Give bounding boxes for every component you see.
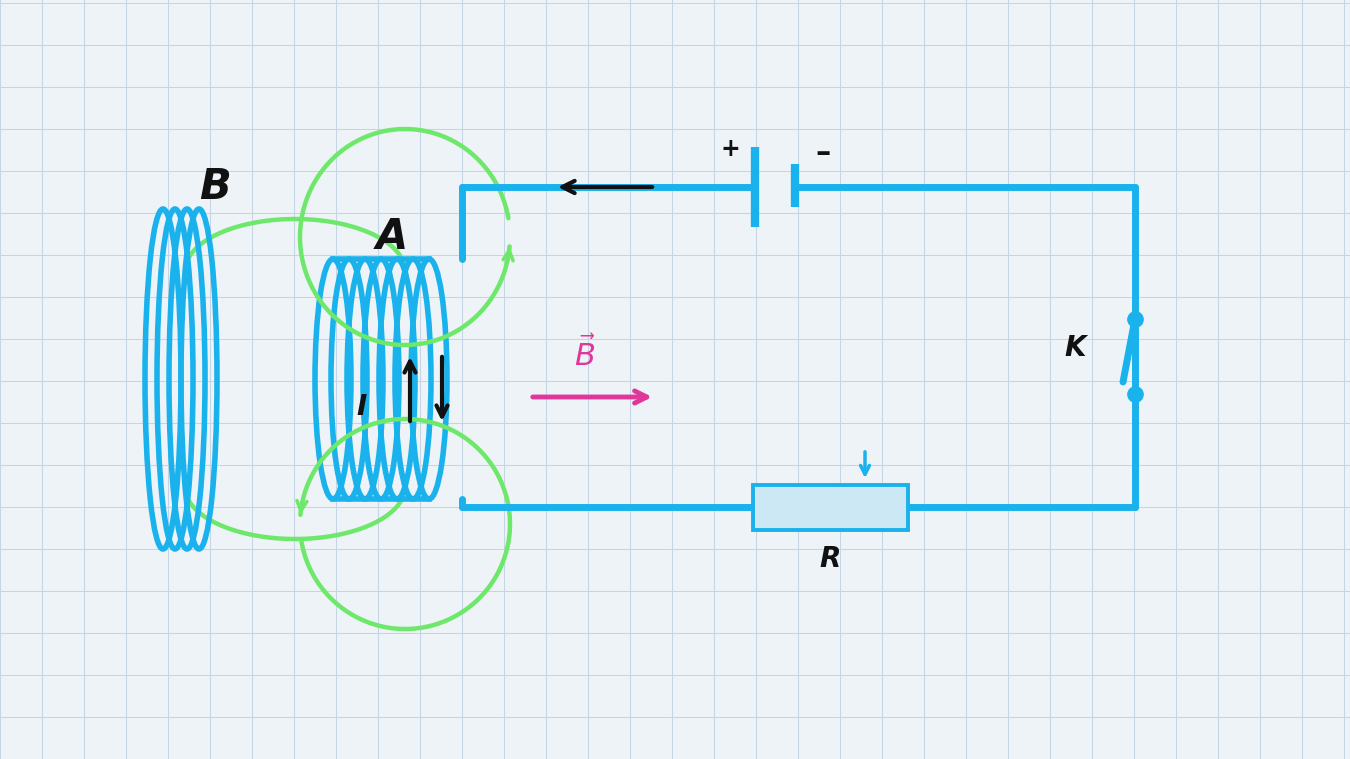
Text: $\vec{B}$: $\vec{B}$ xyxy=(574,336,595,372)
Text: –: – xyxy=(815,137,830,166)
Text: A: A xyxy=(375,216,408,258)
Bar xyxy=(752,484,907,530)
Text: K: K xyxy=(1064,335,1085,363)
Text: B: B xyxy=(200,166,231,208)
Text: I: I xyxy=(356,393,367,421)
Text: R: R xyxy=(819,545,841,573)
Text: +: + xyxy=(720,137,740,161)
